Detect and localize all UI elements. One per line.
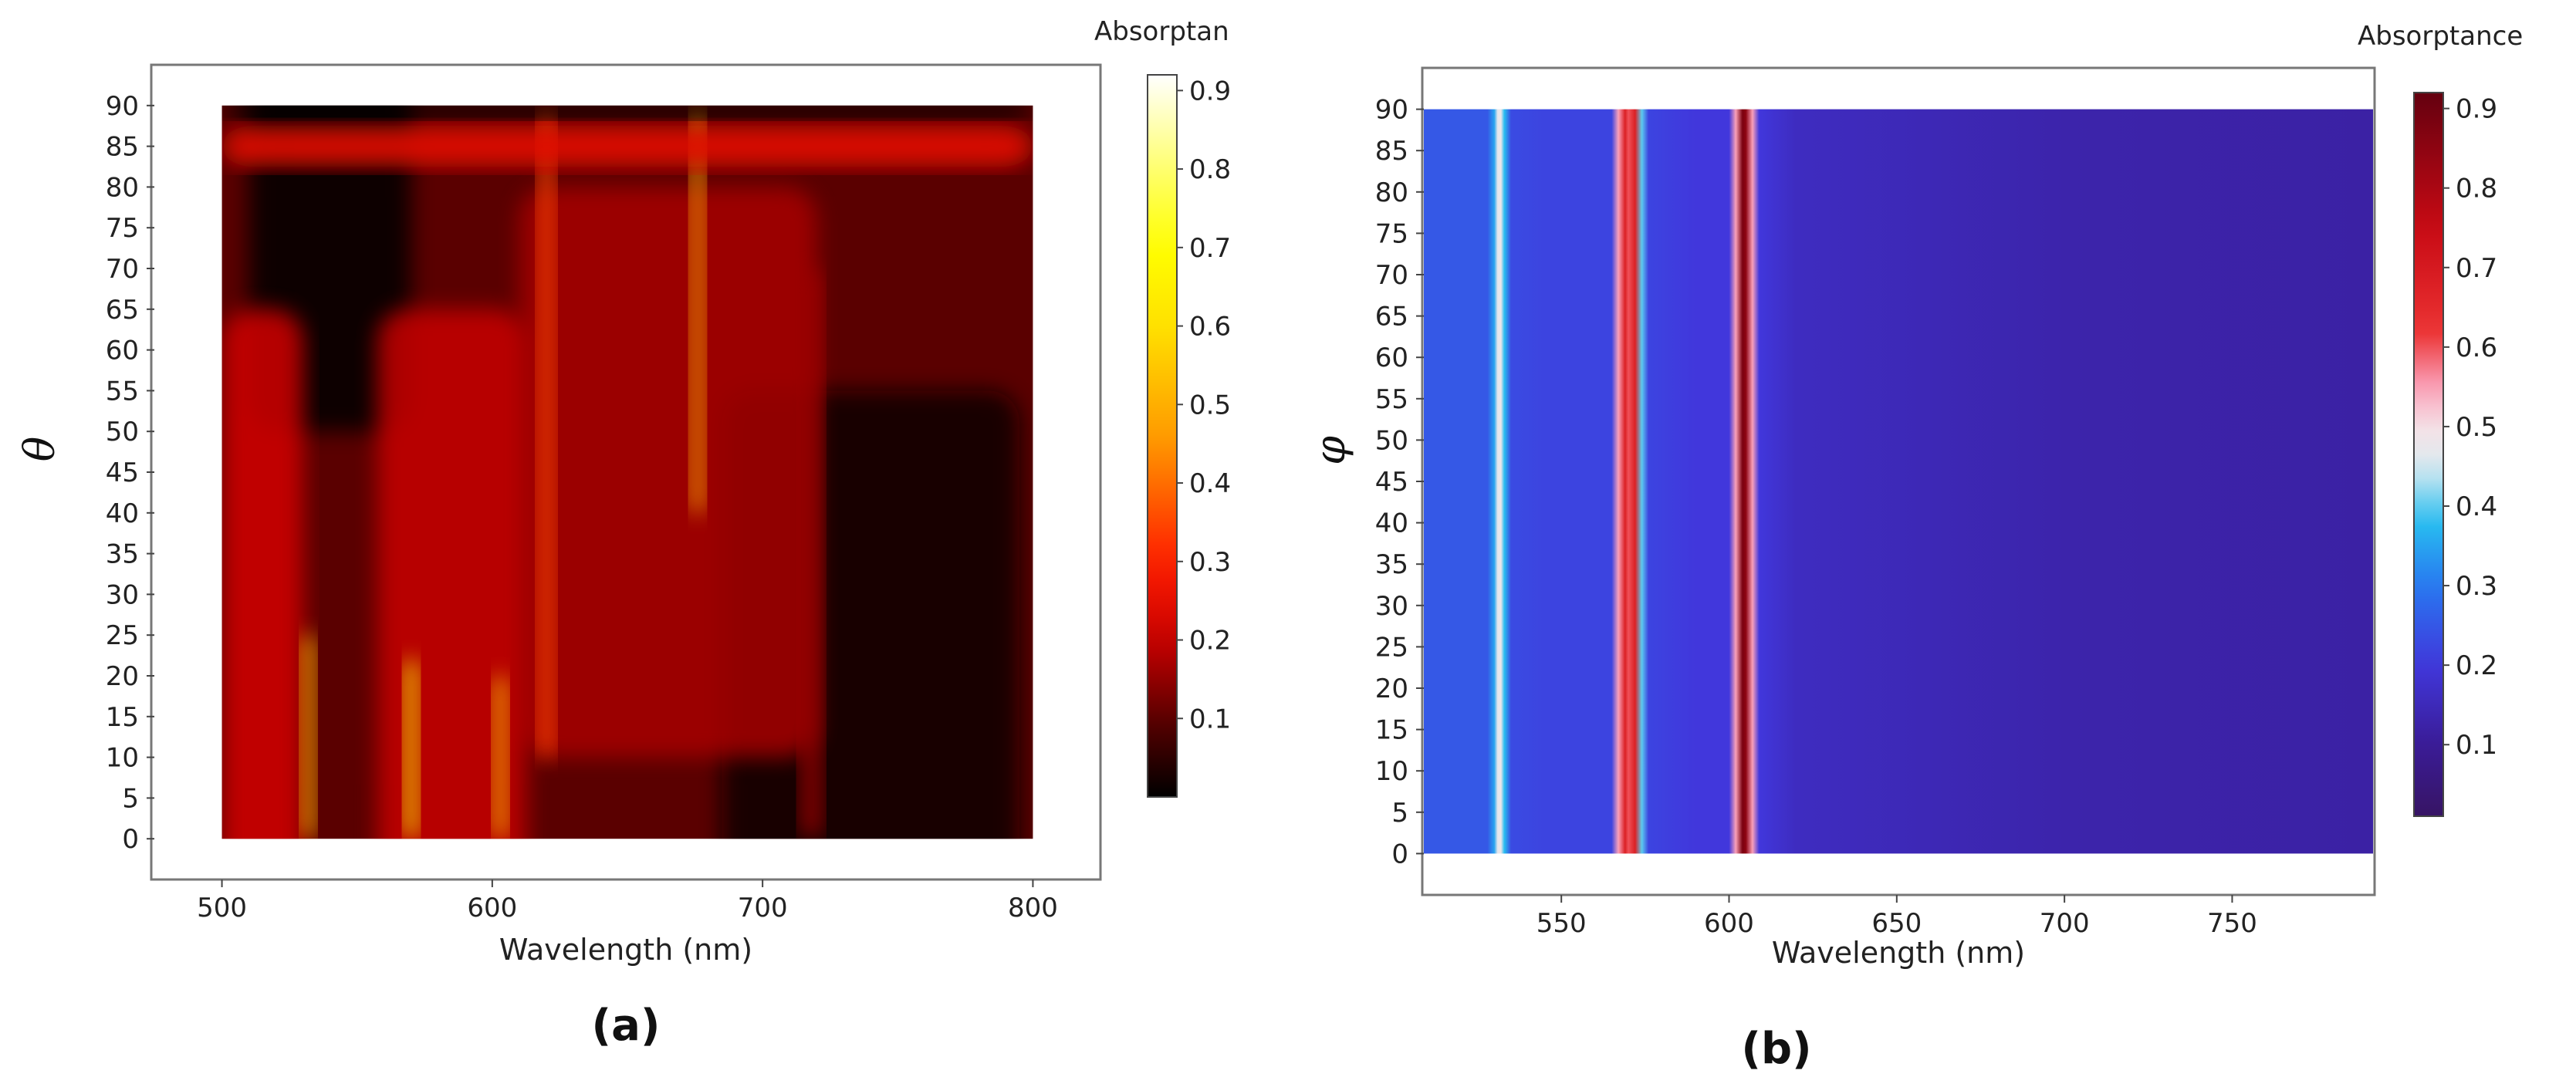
x-tick-label-a: 600: [467, 893, 517, 923]
colorbar-tick-label-a: 0.4: [1189, 468, 1231, 499]
x-tick-label-b: 750: [2207, 908, 2257, 939]
heatmap-a-band-6: [404, 659, 418, 839]
y-tick-label-a: 65: [106, 295, 139, 326]
y-tick-label-b: 25: [1375, 632, 1408, 663]
y-tick-label-a: 0: [122, 824, 139, 855]
heatmap-a-band-8: [538, 105, 555, 758]
colorbar-tick-label-a: 0.6: [1189, 312, 1231, 343]
y-tick-label-b: 65: [1375, 302, 1408, 333]
panel-a: 0 5 10 15 20 25 30 35 40 45 50 55 60 65 70 75 80 85 90 500 6…: [15, 16, 1231, 1051]
heatmap-b-area: [1424, 109, 2373, 854]
x-tick-label-a: 500: [197, 893, 247, 923]
y-tick-label-b: 75: [1375, 218, 1408, 249]
y-tick-label-b: 80: [1375, 177, 1408, 208]
y-tick-label-a: 10: [106, 743, 139, 774]
ticks-a: 0 5 10 15 20 25 30 35 40 45 50 55 60 65 70 75 80 85 90 500 6…: [106, 91, 1058, 923]
x-axis-title-b: Wavelength (nm): [1772, 936, 2025, 970]
y-tick-label-b: 45: [1375, 467, 1408, 498]
colorbar-tick-label-b: 0.9: [2456, 94, 2497, 125]
y-tick-label-a: 70: [106, 254, 139, 285]
y-tick-label-b: 40: [1375, 508, 1408, 539]
colorbar-tick-label-b: 0.4: [2456, 491, 2497, 522]
colorbar-tick-label-b: 0.1: [2456, 730, 2497, 761]
heatmap-a-band-7: [493, 676, 508, 839]
colorbar-tick-label-b: 0.5: [2456, 412, 2497, 443]
y-tick-label-a: 20: [106, 661, 139, 692]
colorbar-tick-label-a: 0.3: [1189, 547, 1231, 578]
y-tick-label-b: 5: [1391, 798, 1408, 829]
x-axis-title-a: Wavelength (nm): [499, 933, 752, 967]
y-tick-label-a: 35: [106, 539, 139, 570]
colorbar-b: [2413, 92, 2444, 817]
heatmap-a-band-10: [800, 268, 823, 839]
x-tick-label-b: 650: [1871, 908, 1922, 939]
heatmap-a-row-11: [221, 126, 1033, 167]
panel-label-b: (b): [1741, 1024, 1811, 1074]
y-tick-label-b: 90: [1375, 95, 1408, 126]
y-tick-label-b: 10: [1375, 756, 1408, 787]
x-tick-label-b: 550: [1536, 908, 1587, 939]
y-tick-label-a: 40: [106, 498, 139, 529]
heatmap-a-region-3: [221, 309, 303, 839]
colorbar-a: [1147, 74, 1178, 798]
y-tick-label-a: 85: [106, 132, 139, 163]
y-tick-label-b: 0: [1391, 839, 1408, 869]
colorbar-tick-label-b: 0.6: [2456, 333, 2497, 363]
y-tick-label-a: 50: [106, 417, 139, 447]
y-axis-title-a: θ: [15, 437, 64, 462]
colorbar-tick-label-a: 0.7: [1189, 233, 1231, 264]
y-tick-label-b: 85: [1375, 136, 1408, 167]
y-tick-label-a: 45: [106, 457, 139, 488]
x-tick-label-b: 600: [1704, 908, 1754, 939]
y-tick-label-b: 15: [1375, 715, 1408, 746]
y-tick-label-a: 15: [106, 702, 139, 733]
heatmap-a-band-5: [301, 635, 316, 839]
y-tick-label-b: 50: [1375, 425, 1408, 456]
y-tick-label-a: 90: [106, 91, 139, 122]
colorbar-title-b: Absorptance: [2358, 21, 2523, 52]
colorbar-ticks-b: 0.1 0.2 0.3 0.4 0.5 0.6 0.7 0.8 0.9: [2443, 94, 2497, 761]
y-tick-label-b: 20: [1375, 674, 1408, 704]
y-tick-label-a: 80: [106, 172, 139, 203]
colorbar-tick-label-b: 0.7: [2456, 253, 2497, 284]
colorbar-tick-label-a: 0.8: [1189, 154, 1231, 185]
y-tick-label-b: 30: [1375, 591, 1408, 622]
y-tick-label-a: 5: [122, 783, 139, 814]
y-tick-label-b: 60: [1375, 343, 1408, 373]
heatmap-a-row-12: [221, 105, 1033, 118]
heatmap-a-features: [221, 105, 1033, 839]
y-tick-label-a: 30: [106, 579, 139, 610]
colorbar-ticks-a: 0.1 0.2 0.3 0.4 0.5 0.6 0.7 0.8 0.9: [1177, 76, 1231, 734]
y-tick-label-a: 55: [106, 376, 139, 407]
y-axis-title-b: φ: [1306, 436, 1354, 465]
y-tick-label-a: 75: [106, 213, 139, 244]
colorbar-tick-label-a: 0.2: [1189, 626, 1231, 657]
colorbar-tick-label-a: 0.5: [1189, 390, 1231, 420]
panel-label-a: (a): [592, 1001, 661, 1051]
ticks-b: 0 5 10 15 20 25 30 35 40 45 50 55 60 65 70 75 80 85 90 550 6…: [1375, 95, 2257, 939]
x-tick-label-a: 800: [1008, 893, 1058, 923]
heatmap-a-band-9: [691, 105, 705, 513]
colorbar-tick-label-a: 0.1: [1189, 704, 1231, 734]
x-tick-label-a: 700: [738, 893, 788, 923]
colorbar-tick-label-b: 0.2: [2456, 650, 2497, 681]
y-tick-label-a: 60: [106, 336, 139, 366]
y-tick-label-b: 55: [1375, 384, 1408, 415]
colorbar-tick-label-a: 0.9: [1189, 76, 1231, 106]
colorbar-title-a: Absorptan: [1094, 16, 1229, 47]
panel-b: 0 5 10 15 20 25 30 35 40 45 50 55 60 65 70 75 80 85 90 550 6…: [1306, 21, 2523, 1074]
y-tick-label-a: 25: [106, 620, 139, 651]
y-tick-label-b: 35: [1375, 549, 1408, 580]
x-tick-label-b: 700: [2040, 908, 2090, 939]
y-tick-label-b: 70: [1375, 260, 1408, 291]
heatmap-a-region-2: [519, 187, 817, 758]
colorbar-tick-label-b: 0.3: [2456, 571, 2497, 602]
colorbar-tick-label-b: 0.8: [2456, 174, 2497, 204]
